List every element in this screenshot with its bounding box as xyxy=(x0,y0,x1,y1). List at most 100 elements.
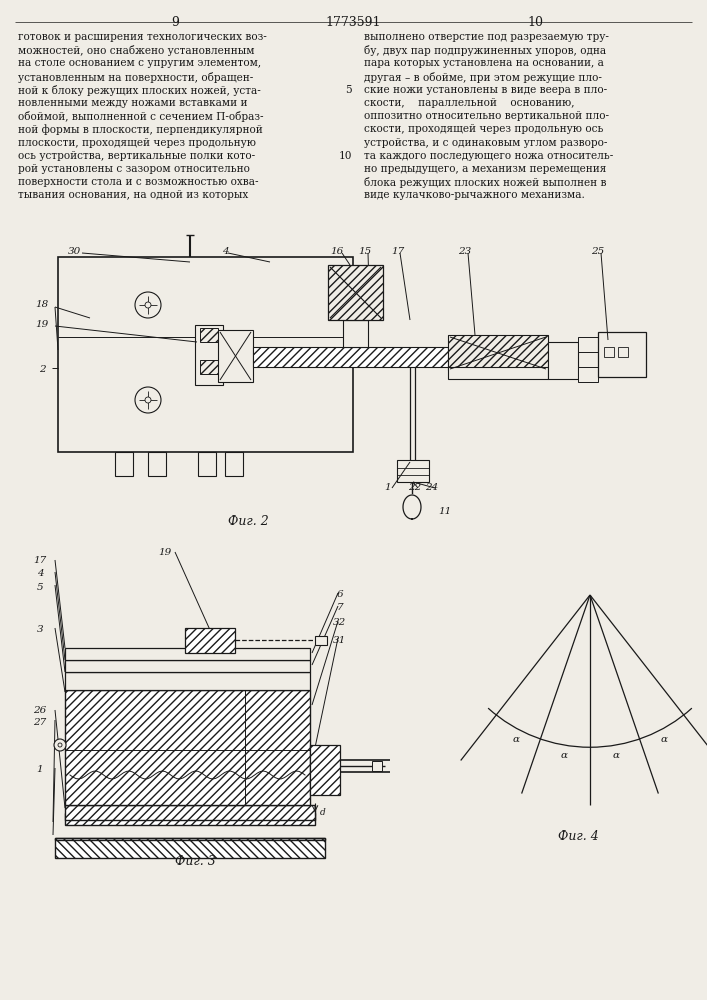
Bar xyxy=(55,838,325,858)
Text: 10: 10 xyxy=(339,151,352,161)
Text: готовок и расширения технологических воз-: готовок и расширения технологических воз… xyxy=(18,32,267,42)
Text: скости,    параллельной    основанию,: скости, параллельной основанию, xyxy=(364,98,575,108)
Text: 11: 11 xyxy=(438,507,452,516)
Text: плоскости, проходящей через продольную: плоскости, проходящей через продольную xyxy=(18,138,256,148)
Text: устройства, и с одинаковым углом разворо-: устройства, и с одинаковым углом разворо… xyxy=(364,138,607,148)
Bar xyxy=(604,347,614,357)
Text: та каждого последующего ножа относитель-: та каждого последующего ножа относитель- xyxy=(364,151,613,161)
Bar xyxy=(448,367,548,379)
Text: 1773591: 1773591 xyxy=(325,16,381,29)
Bar xyxy=(548,342,578,379)
Text: 6: 6 xyxy=(337,590,344,599)
Text: 17: 17 xyxy=(392,247,404,256)
Circle shape xyxy=(145,397,151,403)
Text: оппозитно относительно вертикальной пло-: оппозитно относительно вертикальной пло- xyxy=(364,111,609,121)
Text: ной формы в плоскости, перпендикулярной: ной формы в плоскости, перпендикулярной xyxy=(18,124,263,135)
Text: рой установлены с зазором относительно: рой установлены с зазором относительно xyxy=(18,164,250,174)
Bar xyxy=(198,452,216,476)
Bar xyxy=(65,660,310,672)
Bar xyxy=(65,672,310,690)
Text: 31: 31 xyxy=(334,636,346,645)
Text: 23: 23 xyxy=(458,247,472,256)
Text: ось устройства, вертикальные полки кото-: ось устройства, вертикальные полки кото- xyxy=(18,151,255,161)
Text: можностей, оно снабжено установленным: можностей, оно снабжено установленным xyxy=(18,45,255,56)
Bar xyxy=(65,648,310,660)
Bar xyxy=(65,813,315,825)
Bar xyxy=(185,628,235,653)
Text: 24: 24 xyxy=(426,483,438,492)
Text: но предыдущего, а механизм перемещения: но предыдущего, а механизм перемещения xyxy=(364,164,607,174)
Text: другая – в обойме, при этом режущие пло-: другая – в обойме, при этом режущие пло- xyxy=(364,72,602,83)
Circle shape xyxy=(135,387,161,413)
Text: 32: 32 xyxy=(334,618,346,627)
Text: установленным на поверхности, обращен-: установленным на поверхности, обращен- xyxy=(18,72,253,83)
Text: тывания основания, на одной из которых: тывания основания, на одной из которых xyxy=(18,190,248,200)
Bar xyxy=(253,347,448,367)
Text: обоймой, выполненной с сечением П-образ-: обоймой, выполненной с сечением П-образ- xyxy=(18,111,264,122)
Text: 19: 19 xyxy=(35,320,49,329)
Text: на столе основанием с упругим элементом,: на столе основанием с упругим элементом, xyxy=(18,58,261,68)
Text: α: α xyxy=(513,735,520,744)
Text: 5: 5 xyxy=(346,85,352,95)
Bar xyxy=(598,332,646,377)
Circle shape xyxy=(54,739,66,751)
Bar xyxy=(200,360,218,374)
Text: 5: 5 xyxy=(37,583,43,592)
Bar xyxy=(343,320,368,347)
Text: Фиг. 4: Фиг. 4 xyxy=(558,830,598,843)
Text: 1: 1 xyxy=(385,483,391,492)
Bar xyxy=(65,805,315,820)
Bar xyxy=(195,325,223,385)
Bar xyxy=(200,328,218,342)
Text: 15: 15 xyxy=(358,247,372,256)
Text: Фиг. 2: Фиг. 2 xyxy=(228,515,269,528)
Text: выполнено отверстие под разрезаемую тру-: выполнено отверстие под разрезаемую тру- xyxy=(364,32,609,42)
Text: 30: 30 xyxy=(69,247,81,256)
Text: 9: 9 xyxy=(171,16,179,29)
Text: 10: 10 xyxy=(527,16,543,29)
Bar xyxy=(578,337,598,352)
Text: d: d xyxy=(320,808,326,817)
Text: 1: 1 xyxy=(37,765,43,774)
Text: ной к блоку режущих плоских ножей, уста-: ной к блоку режущих плоских ножей, уста- xyxy=(18,85,261,96)
Circle shape xyxy=(58,743,62,747)
Text: ские ножи установлены в виде веера в пло-: ские ножи установлены в виде веера в пло… xyxy=(364,85,607,95)
Text: α: α xyxy=(660,735,667,744)
Text: 3: 3 xyxy=(37,625,43,634)
Bar xyxy=(115,452,133,476)
Text: виде кулачково-рычажного механизма.: виде кулачково-рычажного механизма. xyxy=(364,190,585,200)
Text: α: α xyxy=(561,751,568,760)
Bar xyxy=(225,452,243,476)
Text: новленными между ножами вставками и: новленными между ножами вставками и xyxy=(18,98,247,108)
Text: 2: 2 xyxy=(39,365,45,374)
Text: блока режущих плоских ножей выполнен в: блока режущих плоских ножей выполнен в xyxy=(364,177,607,188)
Bar xyxy=(310,745,340,795)
Text: Фиг. 3: Фиг. 3 xyxy=(175,855,216,868)
Text: бу, двух пар подпружиненных упоров, одна: бу, двух пар подпружиненных упоров, одна xyxy=(364,45,606,56)
Bar xyxy=(448,335,548,370)
Text: 25: 25 xyxy=(591,247,604,256)
Text: поверхности стола и с возможностью охва-: поверхности стола и с возможностью охва- xyxy=(18,177,259,187)
Text: α: α xyxy=(612,751,619,760)
Bar xyxy=(328,265,383,320)
Text: 27: 27 xyxy=(33,718,47,727)
Text: 4: 4 xyxy=(222,247,228,256)
Bar xyxy=(58,257,353,452)
Text: пара которых установлена на основании, а: пара которых установлена на основании, а xyxy=(364,58,604,68)
Text: 19: 19 xyxy=(158,548,172,557)
Text: 26: 26 xyxy=(33,706,47,715)
Bar xyxy=(65,690,310,805)
Bar xyxy=(315,636,327,645)
Bar xyxy=(372,761,382,771)
Text: 18: 18 xyxy=(35,300,49,309)
Text: 22: 22 xyxy=(409,483,421,492)
Bar xyxy=(397,460,429,482)
Text: 16: 16 xyxy=(330,247,344,256)
Bar xyxy=(618,347,628,357)
Circle shape xyxy=(135,292,161,318)
Bar xyxy=(578,367,598,382)
Text: 4: 4 xyxy=(37,569,43,578)
Polygon shape xyxy=(403,495,421,519)
Bar xyxy=(148,452,166,476)
Text: скости, проходящей через продольную ось: скости, проходящей через продольную ось xyxy=(364,124,603,134)
